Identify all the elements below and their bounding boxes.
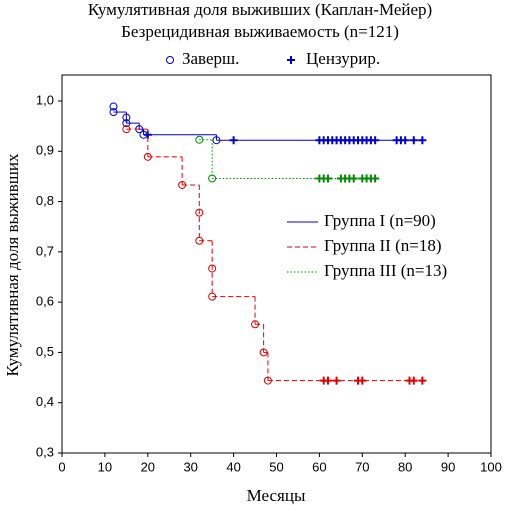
y-axis-label: Кумулятивная доля выживших — [3, 153, 22, 376]
x-tick-label: 40 — [226, 459, 240, 474]
censored-marker — [418, 376, 427, 385]
legend-label: Группа I (n=90) — [324, 211, 436, 230]
event-marker — [195, 208, 204, 217]
event-marker — [122, 119, 131, 128]
event-marker — [263, 376, 272, 385]
censored-marker — [401, 136, 410, 145]
event-marker — [251, 320, 260, 329]
event-marker — [122, 125, 131, 134]
event-marker — [208, 264, 217, 273]
y-tick-label: 0,6 — [36, 294, 54, 309]
event-marker — [195, 135, 204, 144]
chart-title: Кумулятивная доля выживших (Каплан-Мейер… — [88, 0, 432, 19]
censored-marker — [409, 136, 418, 145]
censored-marker — [371, 174, 380, 183]
legend-label: Группа II (n=18) — [324, 236, 442, 255]
x-tick-label: 90 — [441, 459, 455, 474]
censored-marker — [418, 136, 427, 145]
x-tick-label: 80 — [398, 459, 412, 474]
event-marker — [143, 152, 152, 161]
event-marker — [109, 108, 118, 117]
x-tick-label: 100 — [480, 459, 502, 474]
chart-subtitle: Безрецидивная выживаемость (n=121) — [121, 22, 399, 41]
x-tick-label: 60 — [312, 459, 326, 474]
x-tick-label: 10 — [98, 459, 112, 474]
event-marker — [212, 136, 221, 145]
x-tick-label: 0 — [58, 459, 65, 474]
legend-label: Цензурир. — [306, 49, 380, 68]
x-tick-label: 20 — [141, 459, 155, 474]
event-marker — [195, 236, 204, 245]
y-tick-label: 0,7 — [36, 243, 54, 258]
x-tick-label: 70 — [355, 459, 369, 474]
y-tick-label: 0,4 — [36, 394, 54, 409]
y-tick-label: 0,5 — [36, 344, 54, 359]
censored-marker — [349, 174, 358, 183]
legend-label: Заверш. — [182, 49, 239, 68]
censored-marker — [371, 136, 380, 145]
legend-label: Группа III (n=13) — [324, 261, 447, 280]
x-tick-label: 50 — [269, 459, 283, 474]
censored-marker — [323, 376, 332, 385]
event-marker — [178, 180, 187, 189]
legend-symbol — [166, 56, 174, 64]
y-tick-label: 0,9 — [36, 143, 54, 158]
event-marker — [208, 174, 217, 183]
y-tick-label: 1,0 — [36, 92, 54, 107]
event-marker — [259, 348, 268, 357]
censored-marker — [358, 376, 367, 385]
event-marker — [109, 102, 118, 111]
x-tick-label: 30 — [183, 459, 197, 474]
x-axis-label: Месяцы — [247, 486, 306, 505]
censored-marker — [229, 136, 238, 145]
y-tick-label: 0,3 — [36, 444, 54, 459]
censored-marker — [332, 376, 341, 385]
y-tick-label: 0,8 — [36, 193, 54, 208]
censored-marker — [409, 376, 418, 385]
legend-symbol — [287, 56, 295, 64]
event-marker — [122, 113, 131, 122]
censored-marker — [323, 174, 332, 183]
event-marker — [208, 292, 217, 301]
